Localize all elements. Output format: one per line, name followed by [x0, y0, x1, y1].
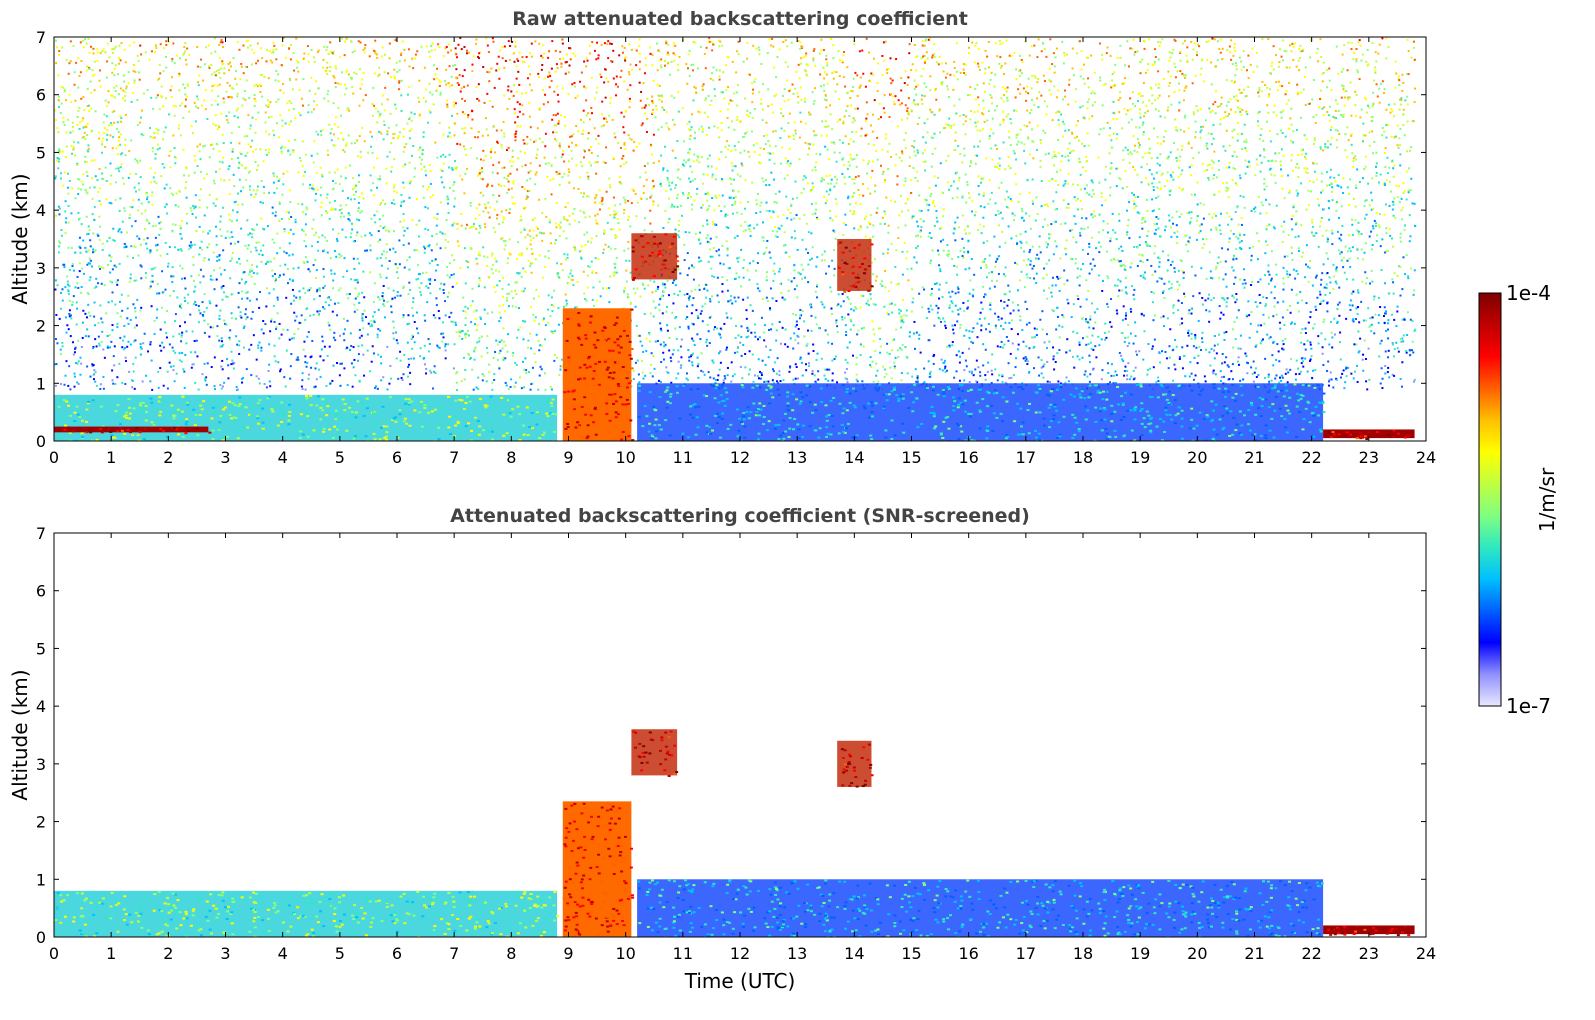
heatmap-feature-low-cloud: [1323, 925, 1415, 935]
x-tick-label: 8: [506, 944, 516, 963]
chart-title-screened: Attenuated backscattering coefficient (S…: [450, 505, 1030, 527]
y-tick-label: 7: [36, 524, 46, 543]
x-tick-label: 22: [1301, 448, 1321, 467]
x-tick-label: 13: [787, 944, 807, 963]
x-tick-label: 1: [106, 448, 116, 467]
y-tick-label: 3: [36, 755, 46, 774]
x-tick-label: 11: [673, 944, 693, 963]
x-tick-label: 16: [958, 448, 978, 467]
x-tick-label: 18: [1073, 944, 1093, 963]
x-tick-label: 1: [106, 944, 116, 963]
x-tick-label: 13: [787, 448, 807, 467]
x-tick-label: 15: [901, 944, 921, 963]
colorbar-min-label: 1e-7: [1506, 694, 1551, 718]
y-tick-label: 0: [36, 928, 46, 947]
heatmap-feature-low-cloud: [1323, 429, 1415, 439]
heatmap-feature-mid-cloud: [837, 239, 872, 291]
heatmap-feature-boundary-layer-aerosol: [54, 394, 558, 441]
x-tick-label: 20: [1187, 944, 1207, 963]
y-tick-label: 0: [36, 432, 46, 451]
x-tick-label: 16: [958, 944, 978, 963]
x-tick-label: 23: [1359, 448, 1379, 467]
y-tick-label: 7: [36, 28, 46, 47]
x-tick-label: 21: [1244, 448, 1264, 467]
plot-frame: [53, 532, 1427, 938]
y-tick-label: 3: [36, 259, 46, 278]
x-tick-label: 3: [220, 448, 230, 467]
y-tick-label: 5: [36, 639, 46, 658]
x-tick-label: 7: [449, 448, 459, 467]
x-tick-label: 15: [901, 448, 921, 467]
y-tick-label: 1: [36, 374, 46, 393]
x-tick-label: 14: [844, 944, 864, 963]
y-tick-label: 6: [36, 86, 46, 105]
x-tick-label: 24: [1416, 944, 1436, 963]
x-tick-label: 10: [615, 944, 635, 963]
x-tick-label: 8: [506, 448, 516, 467]
x-tick-label: 14: [844, 448, 864, 467]
colorbar-gradient: [1478, 292, 1502, 707]
x-tick-label: 6: [392, 944, 402, 963]
x-tick-label: 4: [278, 448, 288, 467]
x-tick-label: 18: [1073, 448, 1093, 467]
heatmap-feature-mid-cloud: [631, 233, 678, 280]
x-tick-label: 2: [163, 448, 173, 467]
x-tick-label: 9: [563, 448, 573, 467]
colorbar-unit-label: 1/m/sr: [1535, 467, 1559, 532]
y-tick-label: 6: [36, 582, 46, 601]
x-tick-label: 4: [278, 944, 288, 963]
x-tick-label: 22: [1301, 944, 1321, 963]
y-axis-label: Altitude (km): [8, 669, 32, 800]
chart-title-raw: Raw attenuated backscattering coefficien…: [512, 8, 968, 30]
raw-backscatter-heatmap: [54, 37, 1417, 441]
x-tick-label: 19: [1130, 448, 1150, 467]
x-tick-label: 7: [449, 944, 459, 963]
x-tick-label: 23: [1359, 944, 1379, 963]
x-tick-label: 5: [335, 944, 345, 963]
x-tick-label: 5: [335, 448, 345, 467]
y-tick-label: 5: [36, 143, 46, 162]
x-tick-label: 24: [1416, 448, 1436, 467]
screened-backscatter-heatmap: [54, 729, 1415, 937]
heatmap-feature-low-cloud: [54, 426, 209, 433]
y-tick-label: 4: [36, 201, 46, 220]
colorbar: 1e-4 1e-7 1/m/sr: [1478, 281, 1559, 718]
x-tick-label: 21: [1244, 944, 1264, 963]
x-tick-label: 11: [673, 448, 693, 467]
x-tick-label: 9: [563, 944, 573, 963]
colorbar-max-label: 1e-4: [1506, 281, 1551, 305]
heatmap-feature-boundary-layer-aerosol: [54, 890, 558, 937]
x-tick-label: 10: [615, 448, 635, 467]
x-tick-label: 12: [730, 944, 750, 963]
x-tick-label: 2: [163, 944, 173, 963]
y-tick-label: 2: [36, 317, 46, 336]
x-tick-label: 12: [730, 448, 750, 467]
x-tick-label: 19: [1130, 944, 1150, 963]
x-tick-label: 6: [392, 448, 402, 467]
y-tick-label: 2: [36, 813, 46, 832]
x-axis-label: Time (UTC): [684, 969, 796, 993]
x-tick-label: 17: [1016, 944, 1036, 963]
x-tick-label: 0: [49, 448, 59, 467]
x-tick-label: 3: [220, 944, 230, 963]
y-tick-label: 1: [36, 870, 46, 889]
y-axis-label: Altitude (km): [8, 173, 32, 304]
x-tick-label: 17: [1016, 448, 1036, 467]
y-tick-label: 4: [36, 697, 46, 716]
x-tick-label: 0: [49, 944, 59, 963]
x-tick-label: 20: [1187, 448, 1207, 467]
